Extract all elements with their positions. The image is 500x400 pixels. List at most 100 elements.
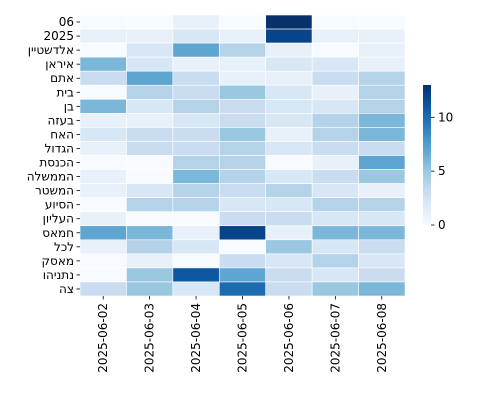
heatmap-cell [172, 267, 220, 283]
heatmap-cell [311, 155, 359, 170]
heatmap-cell [358, 56, 406, 72]
y-tick-label: איראן [45, 57, 74, 71]
heatmap-cell [172, 169, 220, 184]
y-tick-label: אלדשטיין [28, 43, 74, 57]
heatmap-cell [126, 169, 174, 184]
heatmap-cell [311, 225, 359, 241]
heatmap-cell [265, 14, 313, 30]
heatmap-cell [126, 70, 174, 86]
heatmap-cell [126, 253, 174, 269]
heatmap-cell [311, 281, 359, 297]
heatmap-cell [79, 141, 127, 156]
heatmap-cell [126, 239, 174, 255]
heatmap-cell [79, 56, 127, 72]
heatmap-cell [265, 267, 313, 283]
heatmap-cell [218, 267, 267, 283]
y-tick-label: חמאס [42, 226, 74, 240]
heatmap-cell [218, 127, 267, 142]
heatmap-cell [218, 70, 267, 86]
heatmap-cell [358, 113, 406, 128]
colorbar-tick-label: 5 [438, 164, 446, 178]
heatmap-cell [172, 197, 220, 212]
heatmap-cell [358, 253, 406, 269]
heatmap-cell [265, 197, 313, 212]
heatmap-cell [172, 281, 220, 297]
y-tick-label: 2025 [43, 29, 74, 43]
heatmap-cell [358, 99, 406, 114]
y-tick-label: הכנסת [39, 156, 74, 170]
heatmap-cell [218, 155, 267, 170]
y-tick-label: נתניהו [43, 268, 74, 282]
y-tick-label: האח [50, 127, 74, 141]
heatmap-cell [358, 281, 406, 297]
heatmap-cell [126, 14, 174, 30]
heatmap-cell [79, 183, 127, 198]
heatmap-cell [126, 127, 174, 142]
x-tick-label: 2025-06-04 [189, 303, 203, 373]
heatmap-cell [79, 99, 127, 114]
heatmap-cell [79, 127, 127, 142]
y-tick-label: בית [56, 85, 74, 99]
heatmap-cell [172, 70, 220, 86]
heatmap-cell [79, 239, 127, 255]
heatmap-cell [218, 14, 267, 30]
heatmap-cell [79, 197, 127, 212]
y-tick-label: אתם [50, 71, 74, 85]
heatmap-cell [126, 267, 174, 283]
heatmap-cell [218, 141, 267, 156]
heatmap-cell [358, 211, 406, 227]
heatmap-cell [126, 28, 174, 44]
heatmap-cell [218, 225, 267, 241]
y-tick-label: הסיוע [45, 198, 74, 212]
heatmap-cell [311, 141, 359, 156]
heatmap-cell [79, 267, 127, 283]
heatmap-cell [358, 14, 406, 30]
heatmap-cell [311, 183, 359, 198]
heatmap-cell [172, 42, 220, 58]
y-tick-label: העליון [43, 212, 74, 226]
heatmap-cell [265, 225, 313, 241]
heatmap-cell [358, 225, 406, 241]
colorbar-tick-label: 0 [438, 218, 446, 232]
heatmap-cell [218, 211, 267, 227]
heatmap-cell [311, 56, 359, 72]
heatmap-cell [311, 14, 359, 30]
heatmap-cell [172, 127, 220, 142]
heatmap-cell [172, 155, 220, 170]
heatmap-cell [311, 267, 359, 283]
heatmap-cell [172, 211, 220, 227]
heatmap-cell [311, 84, 359, 100]
heatmap-cell [218, 42, 267, 58]
heatmap-cell [218, 281, 267, 297]
heatmap-cell [126, 183, 174, 198]
heatmap-cell [311, 197, 359, 212]
heatmap-cell [126, 56, 174, 72]
heatmap-cell [265, 28, 313, 44]
heatmap-cell [79, 14, 127, 30]
colorbar-tick-label: 10 [438, 110, 453, 124]
heatmap-cell [126, 113, 174, 128]
x-tick-label: 2025-06-05 [236, 303, 250, 373]
heatmap-cell [358, 84, 406, 100]
heatmap-cell [265, 281, 313, 297]
heatmap-cell [126, 281, 174, 297]
heatmap-cell [265, 169, 313, 184]
heatmap-cell [358, 169, 406, 184]
heatmap-cell [79, 225, 127, 241]
heatmap-cell [311, 113, 359, 128]
heatmap-cell [126, 99, 174, 114]
heatmap-cell [172, 183, 220, 198]
colorbar [423, 85, 431, 225]
heatmap-cell [311, 70, 359, 86]
heatmap-cell [265, 99, 313, 114]
heatmap-cell [126, 141, 174, 156]
heatmap-cell [358, 267, 406, 283]
heatmap-cell [126, 84, 174, 100]
heatmap-cell [358, 183, 406, 198]
heatmap-cell [218, 239, 267, 255]
heatmap-cell [79, 28, 127, 44]
heatmap-cell [311, 99, 359, 114]
heatmap-cell [79, 211, 127, 227]
